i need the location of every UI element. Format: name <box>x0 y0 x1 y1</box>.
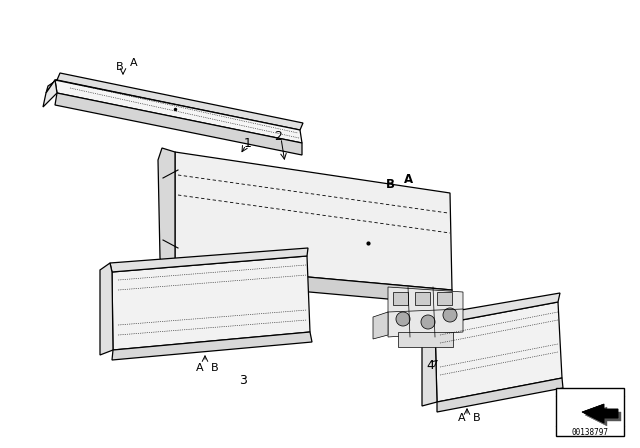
Polygon shape <box>175 265 455 305</box>
Polygon shape <box>582 404 618 423</box>
Polygon shape <box>435 302 562 402</box>
Text: A: A <box>403 172 413 185</box>
Polygon shape <box>112 332 312 360</box>
Polygon shape <box>432 293 560 325</box>
Polygon shape <box>57 73 303 130</box>
Text: 1: 1 <box>244 137 252 150</box>
Text: A: A <box>196 363 204 373</box>
Polygon shape <box>112 256 310 350</box>
Polygon shape <box>422 315 437 406</box>
Polygon shape <box>175 152 452 290</box>
Polygon shape <box>398 332 453 347</box>
Circle shape <box>443 308 457 322</box>
Polygon shape <box>393 292 408 305</box>
Polygon shape <box>100 263 113 355</box>
Text: A: A <box>130 58 138 68</box>
Text: B: B <box>473 413 481 423</box>
Text: B: B <box>211 363 219 373</box>
Polygon shape <box>415 292 430 305</box>
Polygon shape <box>585 407 621 426</box>
Polygon shape <box>437 292 452 305</box>
Circle shape <box>421 315 435 329</box>
Polygon shape <box>110 248 308 272</box>
Polygon shape <box>55 80 302 143</box>
Polygon shape <box>388 287 463 337</box>
Text: B: B <box>116 62 124 72</box>
Polygon shape <box>55 93 302 155</box>
Polygon shape <box>43 80 57 107</box>
Polygon shape <box>582 404 618 423</box>
Polygon shape <box>46 80 57 93</box>
Text: 2: 2 <box>274 129 282 142</box>
Text: 3: 3 <box>239 374 247 387</box>
Text: 4: 4 <box>426 358 434 371</box>
Circle shape <box>396 312 410 326</box>
Polygon shape <box>373 312 388 339</box>
Polygon shape <box>437 378 563 412</box>
Polygon shape <box>556 388 624 436</box>
Text: A: A <box>458 413 466 423</box>
Text: B: B <box>385 177 394 190</box>
Text: 00138797: 00138797 <box>572 427 609 436</box>
Polygon shape <box>158 148 175 270</box>
